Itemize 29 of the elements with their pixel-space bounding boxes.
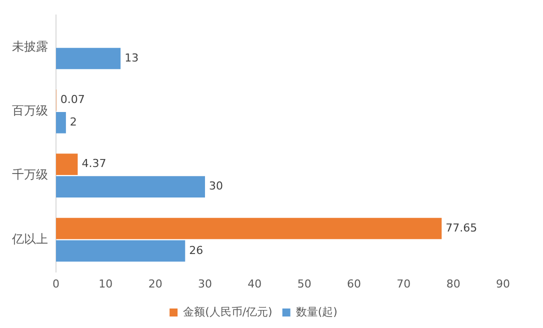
y-tick-label: 未披露 xyxy=(12,39,48,54)
bar xyxy=(56,112,66,134)
data-label: 4.37 xyxy=(82,157,106,170)
legend-label: 数量(起) xyxy=(296,305,338,318)
bar xyxy=(56,154,78,176)
y-tick-label: 千万级 xyxy=(12,168,48,182)
x-tick-label: 90 xyxy=(496,277,510,290)
bar xyxy=(56,218,442,240)
bar xyxy=(56,240,186,262)
legend-label: 金额(人民币/亿元) xyxy=(183,305,272,318)
x-tick-label: 50 xyxy=(297,277,312,290)
data-label: 26 xyxy=(189,244,204,257)
x-tick-label: 10 xyxy=(98,277,113,290)
x-tick-label: 70 xyxy=(396,277,411,290)
x-tick-label: 30 xyxy=(198,277,212,290)
y-tick-label: 百万级 xyxy=(12,104,48,118)
x-tick-label: 0 xyxy=(52,277,60,290)
data-label: 0.07 xyxy=(60,93,85,106)
x-tick-label: 80 xyxy=(446,277,460,290)
data-label: 30 xyxy=(209,180,223,193)
x-tick-label: 40 xyxy=(248,277,262,290)
x-tick-label: 60 xyxy=(347,277,361,290)
data-label: 2 xyxy=(70,116,77,129)
bar xyxy=(56,176,205,198)
y-tick-label: 亿以上 xyxy=(11,232,48,246)
data-label: 77.65 xyxy=(446,221,478,234)
bar xyxy=(56,48,121,70)
data-label: 13 xyxy=(124,51,139,64)
x-tick-label: 20 xyxy=(148,277,162,290)
